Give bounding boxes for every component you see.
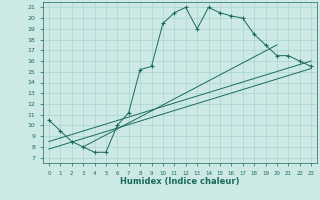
X-axis label: Humidex (Indice chaleur): Humidex (Indice chaleur) <box>120 177 240 186</box>
